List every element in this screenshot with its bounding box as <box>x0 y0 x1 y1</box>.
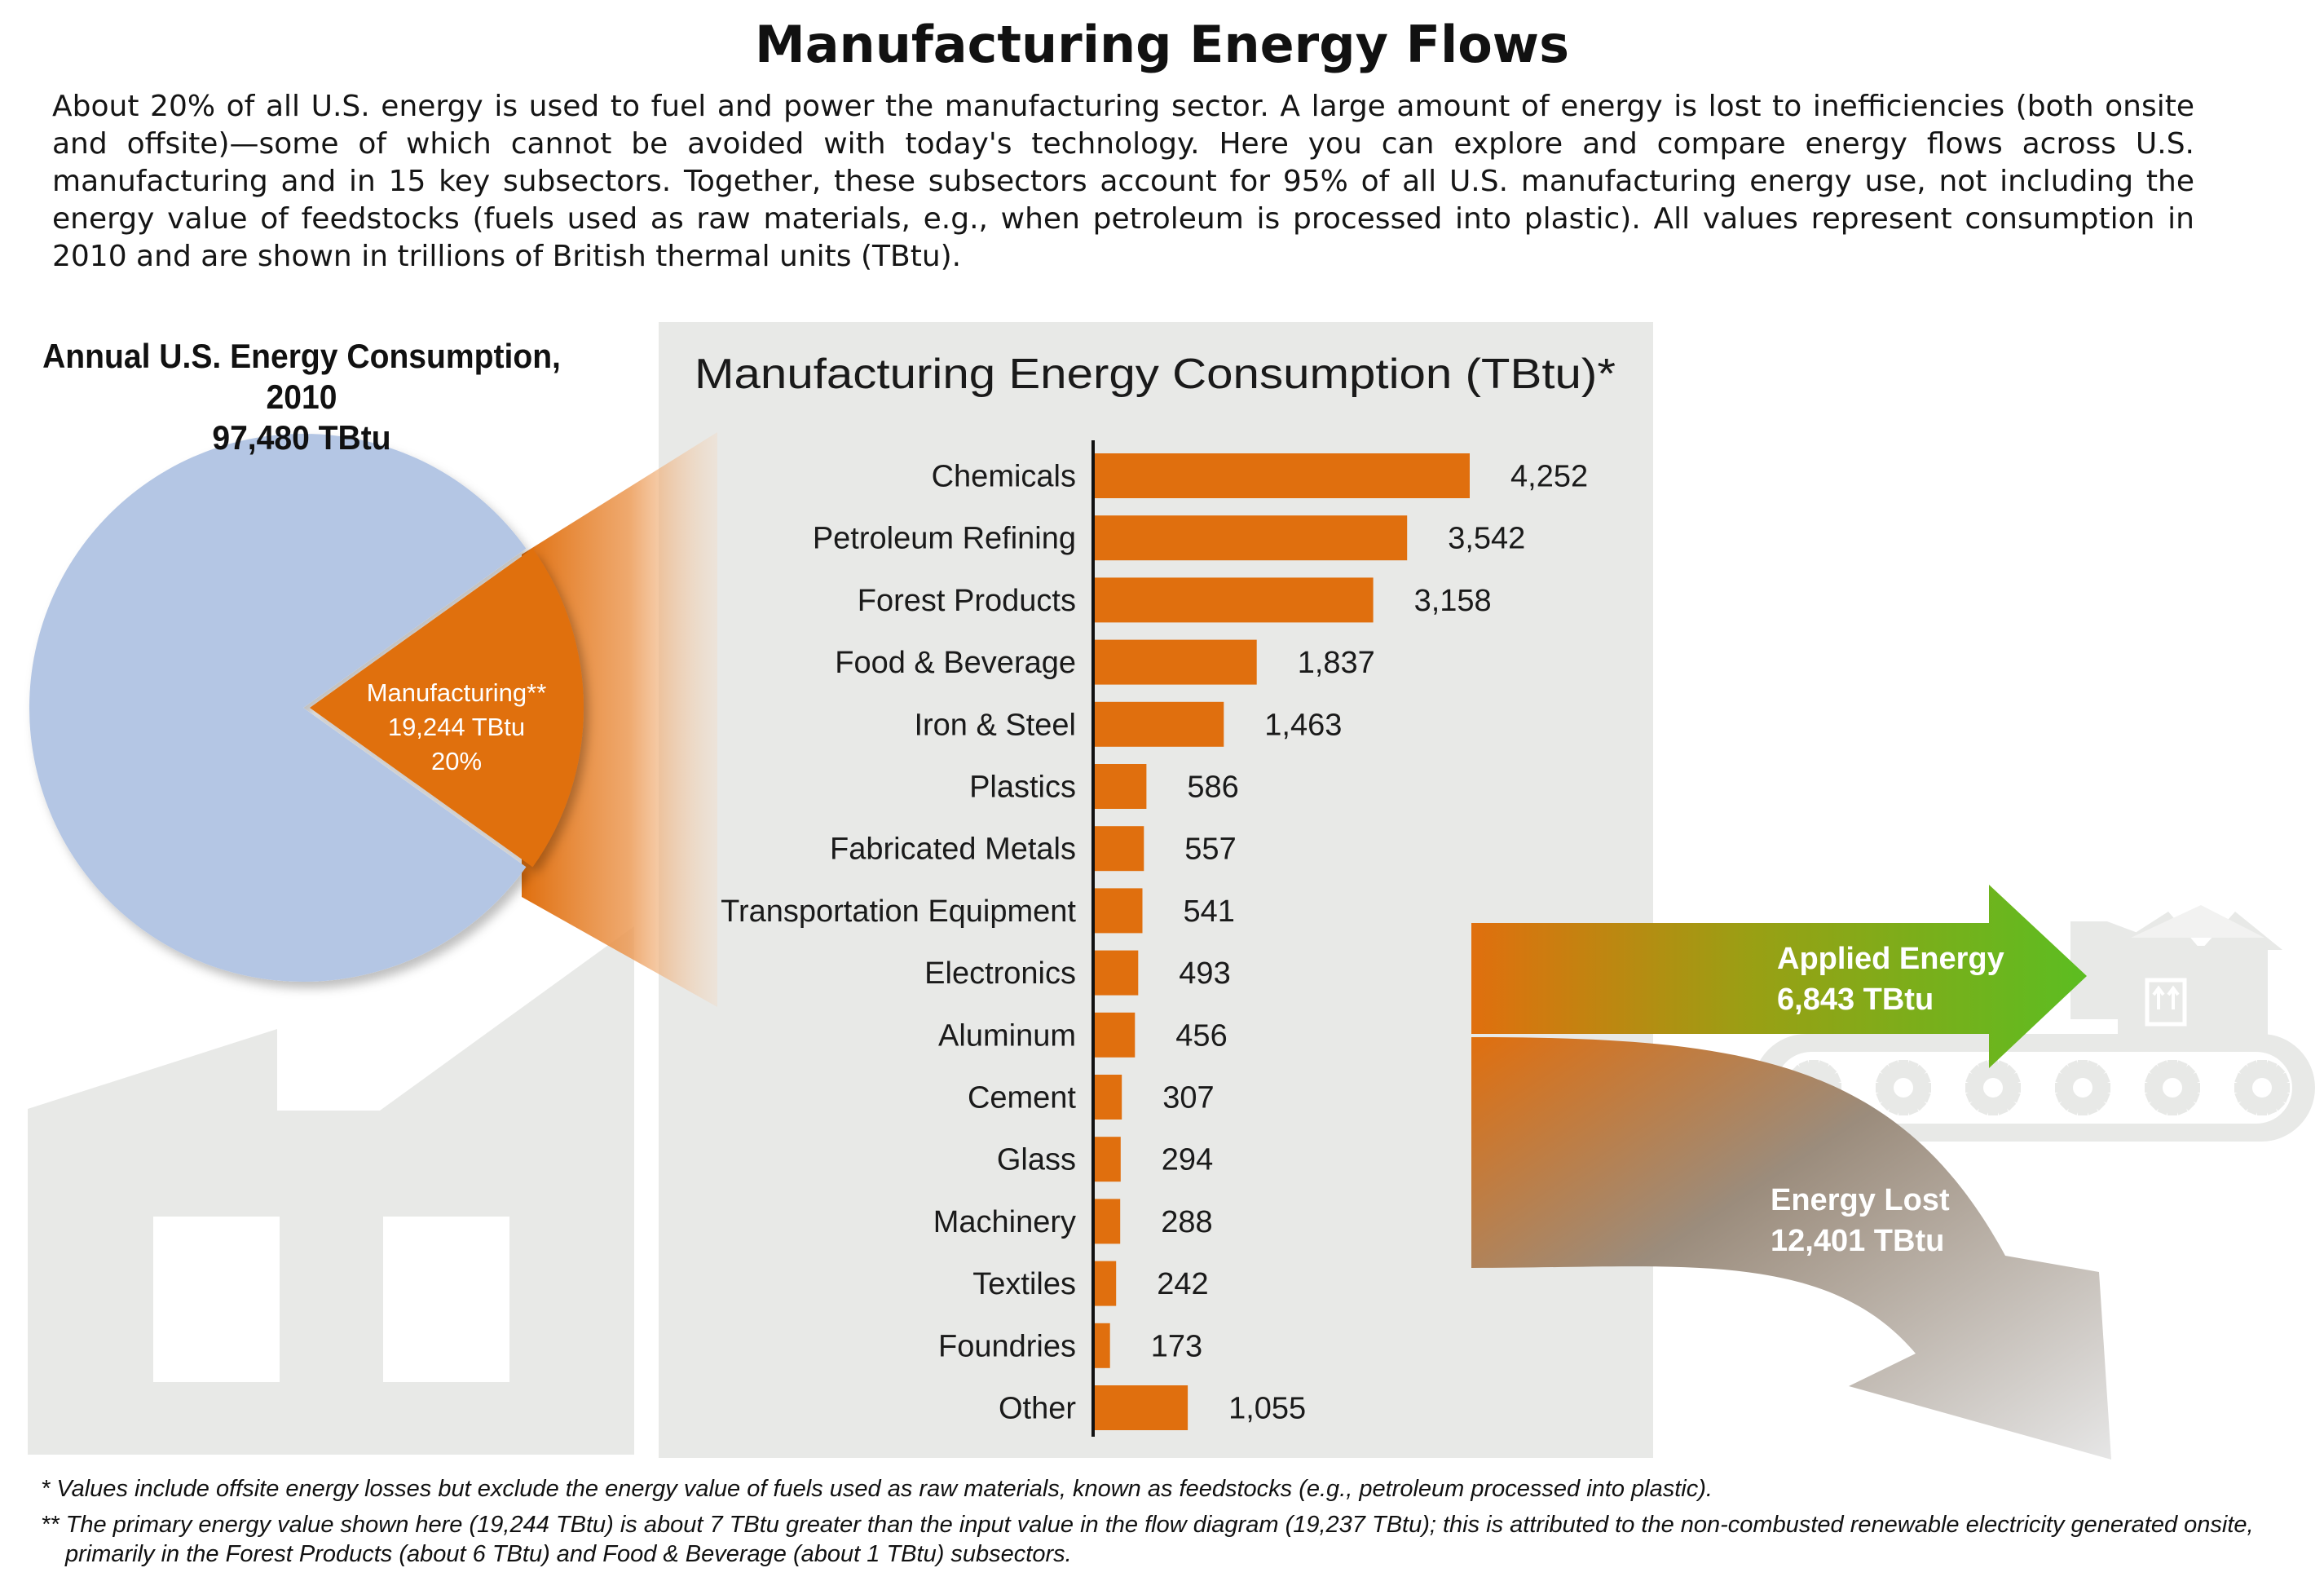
value-label: 1,837 <box>1298 646 1375 680</box>
category-label: Chemicals <box>932 460 1076 494</box>
value-label: 3,158 <box>1414 584 1492 618</box>
chart-title: Manufacturing Energy Consumption (TBtu)* <box>695 351 1616 398</box>
applied-energy-label-line1: Applied Energy <box>1777 942 2004 976</box>
page-title: Manufacturing Energy Flows <box>755 15 1569 74</box>
value-label: 1,463 <box>1264 708 1342 742</box>
factory-window-left <box>153 1217 280 1382</box>
pie-title-line1: Annual U.S. Energy Consumption, 2010 <box>42 337 561 416</box>
value-label: 456 <box>1175 1018 1227 1053</box>
category-label: Forest Products <box>858 584 1076 618</box>
category-label: Textiles <box>972 1267 1076 1301</box>
gear-icon <box>2055 1060 2110 1115</box>
bar-cement <box>1095 1075 1122 1120</box>
footnote-1: * Values include offsite energy losses b… <box>41 1476 1713 1502</box>
category-label: Electronics <box>924 956 1076 991</box>
pie-slice-label-line3: 20% <box>431 747 482 775</box>
category-label: Cement <box>968 1081 1076 1115</box>
value-label: 294 <box>1162 1143 1213 1177</box>
box-icon <box>2070 905 2282 1037</box>
category-label: Plastics <box>969 771 1076 805</box>
gear-icon <box>1876 1060 1931 1115</box>
bar-plastics <box>1095 764 1147 809</box>
value-label: 541 <box>1184 894 1235 929</box>
footnote-2: ** The primary energy value shown here (… <box>41 1512 2254 1567</box>
pie-chart <box>29 434 584 982</box>
pie-slice-rest <box>29 434 527 982</box>
value-label: 586 <box>1187 771 1238 805</box>
bar-other <box>1095 1385 1188 1430</box>
bar-electronics <box>1095 950 1139 996</box>
category-label: Food & Beverage <box>835 646 1076 680</box>
category-label: Foundries <box>938 1329 1076 1363</box>
gear-icon <box>1965 1060 2021 1115</box>
pie-slice-manufacturing <box>310 548 584 868</box>
value-label: 4,252 <box>1510 460 1588 494</box>
gear-icon <box>2234 1060 2290 1115</box>
category-label: Machinery <box>933 1205 1076 1239</box>
bar-chemicals <box>1095 453 1470 498</box>
value-label: 3,542 <box>1448 522 1525 556</box>
bar-machinery <box>1095 1199 1121 1244</box>
value-label: 557 <box>1184 833 1236 867</box>
bar-transportation-equipment <box>1095 888 1143 934</box>
value-label: 288 <box>1161 1205 1212 1239</box>
bar-food-beverage <box>1095 639 1257 685</box>
bar-textiles <box>1095 1261 1117 1306</box>
bar-iron-steel <box>1095 701 1224 747</box>
intro-paragraph: About 20% of all U.S. energy is used to … <box>52 90 2194 273</box>
infographic: Manufacturing** 19,244 TBtu 20% Manufact… <box>28 322 2315 1460</box>
bar-aluminum <box>1095 1012 1136 1058</box>
bar-foundries <box>1095 1323 1110 1368</box>
bar-forest-products <box>1095 577 1374 623</box>
applied-energy-arrow <box>1471 885 2087 1068</box>
pie-title: Annual U.S. Energy Consumption, 2010 97,… <box>21 336 582 458</box>
factory-window-right <box>383 1217 509 1382</box>
bar-fabricated-metals <box>1095 826 1144 872</box>
gear-icon <box>2145 1060 2200 1115</box>
bar-petroleum-refining <box>1095 515 1408 561</box>
pie-slice-label-line1: Manufacturing** <box>367 678 547 707</box>
factory-icon <box>28 926 634 1455</box>
footnotes: * Values include offsite energy losses b… <box>41 1474 2274 1575</box>
bar-glass <box>1095 1137 1121 1182</box>
pie-slice-label-line2: 19,244 TBtu <box>388 713 525 741</box>
bar-series: Chemicals 4,252 Petroleum Refining 3,542 For… <box>721 453 1588 1430</box>
category-label: Iron & Steel <box>914 708 1076 742</box>
energy-lost-label-line1: Energy Lost <box>1771 1183 1950 1217</box>
applied-energy-label-line2: 6,843 TBtu <box>1777 983 1934 1017</box>
manufacturing-expansion-fan <box>522 432 717 1007</box>
chart-panel <box>659 322 1653 1458</box>
value-label: 493 <box>1179 956 1230 991</box>
energy-lost-label-line2: 12,401 TBtu <box>1771 1224 1944 1258</box>
category-label: Petroleum Refining <box>813 522 1076 556</box>
category-label: Other <box>999 1392 1076 1426</box>
value-label: 307 <box>1162 1081 1214 1115</box>
category-label: Transportation Equipment <box>721 894 1076 929</box>
energy-lost-arrow <box>1471 1037 2111 1460</box>
pie-title-line2: 97,480 TBtu <box>212 418 391 457</box>
value-label: 242 <box>1157 1267 1208 1301</box>
value-label: 173 <box>1151 1329 1202 1363</box>
category-label: Glass <box>997 1143 1076 1177</box>
category-label: Fabricated Metals <box>830 833 1076 867</box>
value-label: 1,055 <box>1228 1392 1306 1426</box>
category-label: Aluminum <box>938 1018 1076 1053</box>
